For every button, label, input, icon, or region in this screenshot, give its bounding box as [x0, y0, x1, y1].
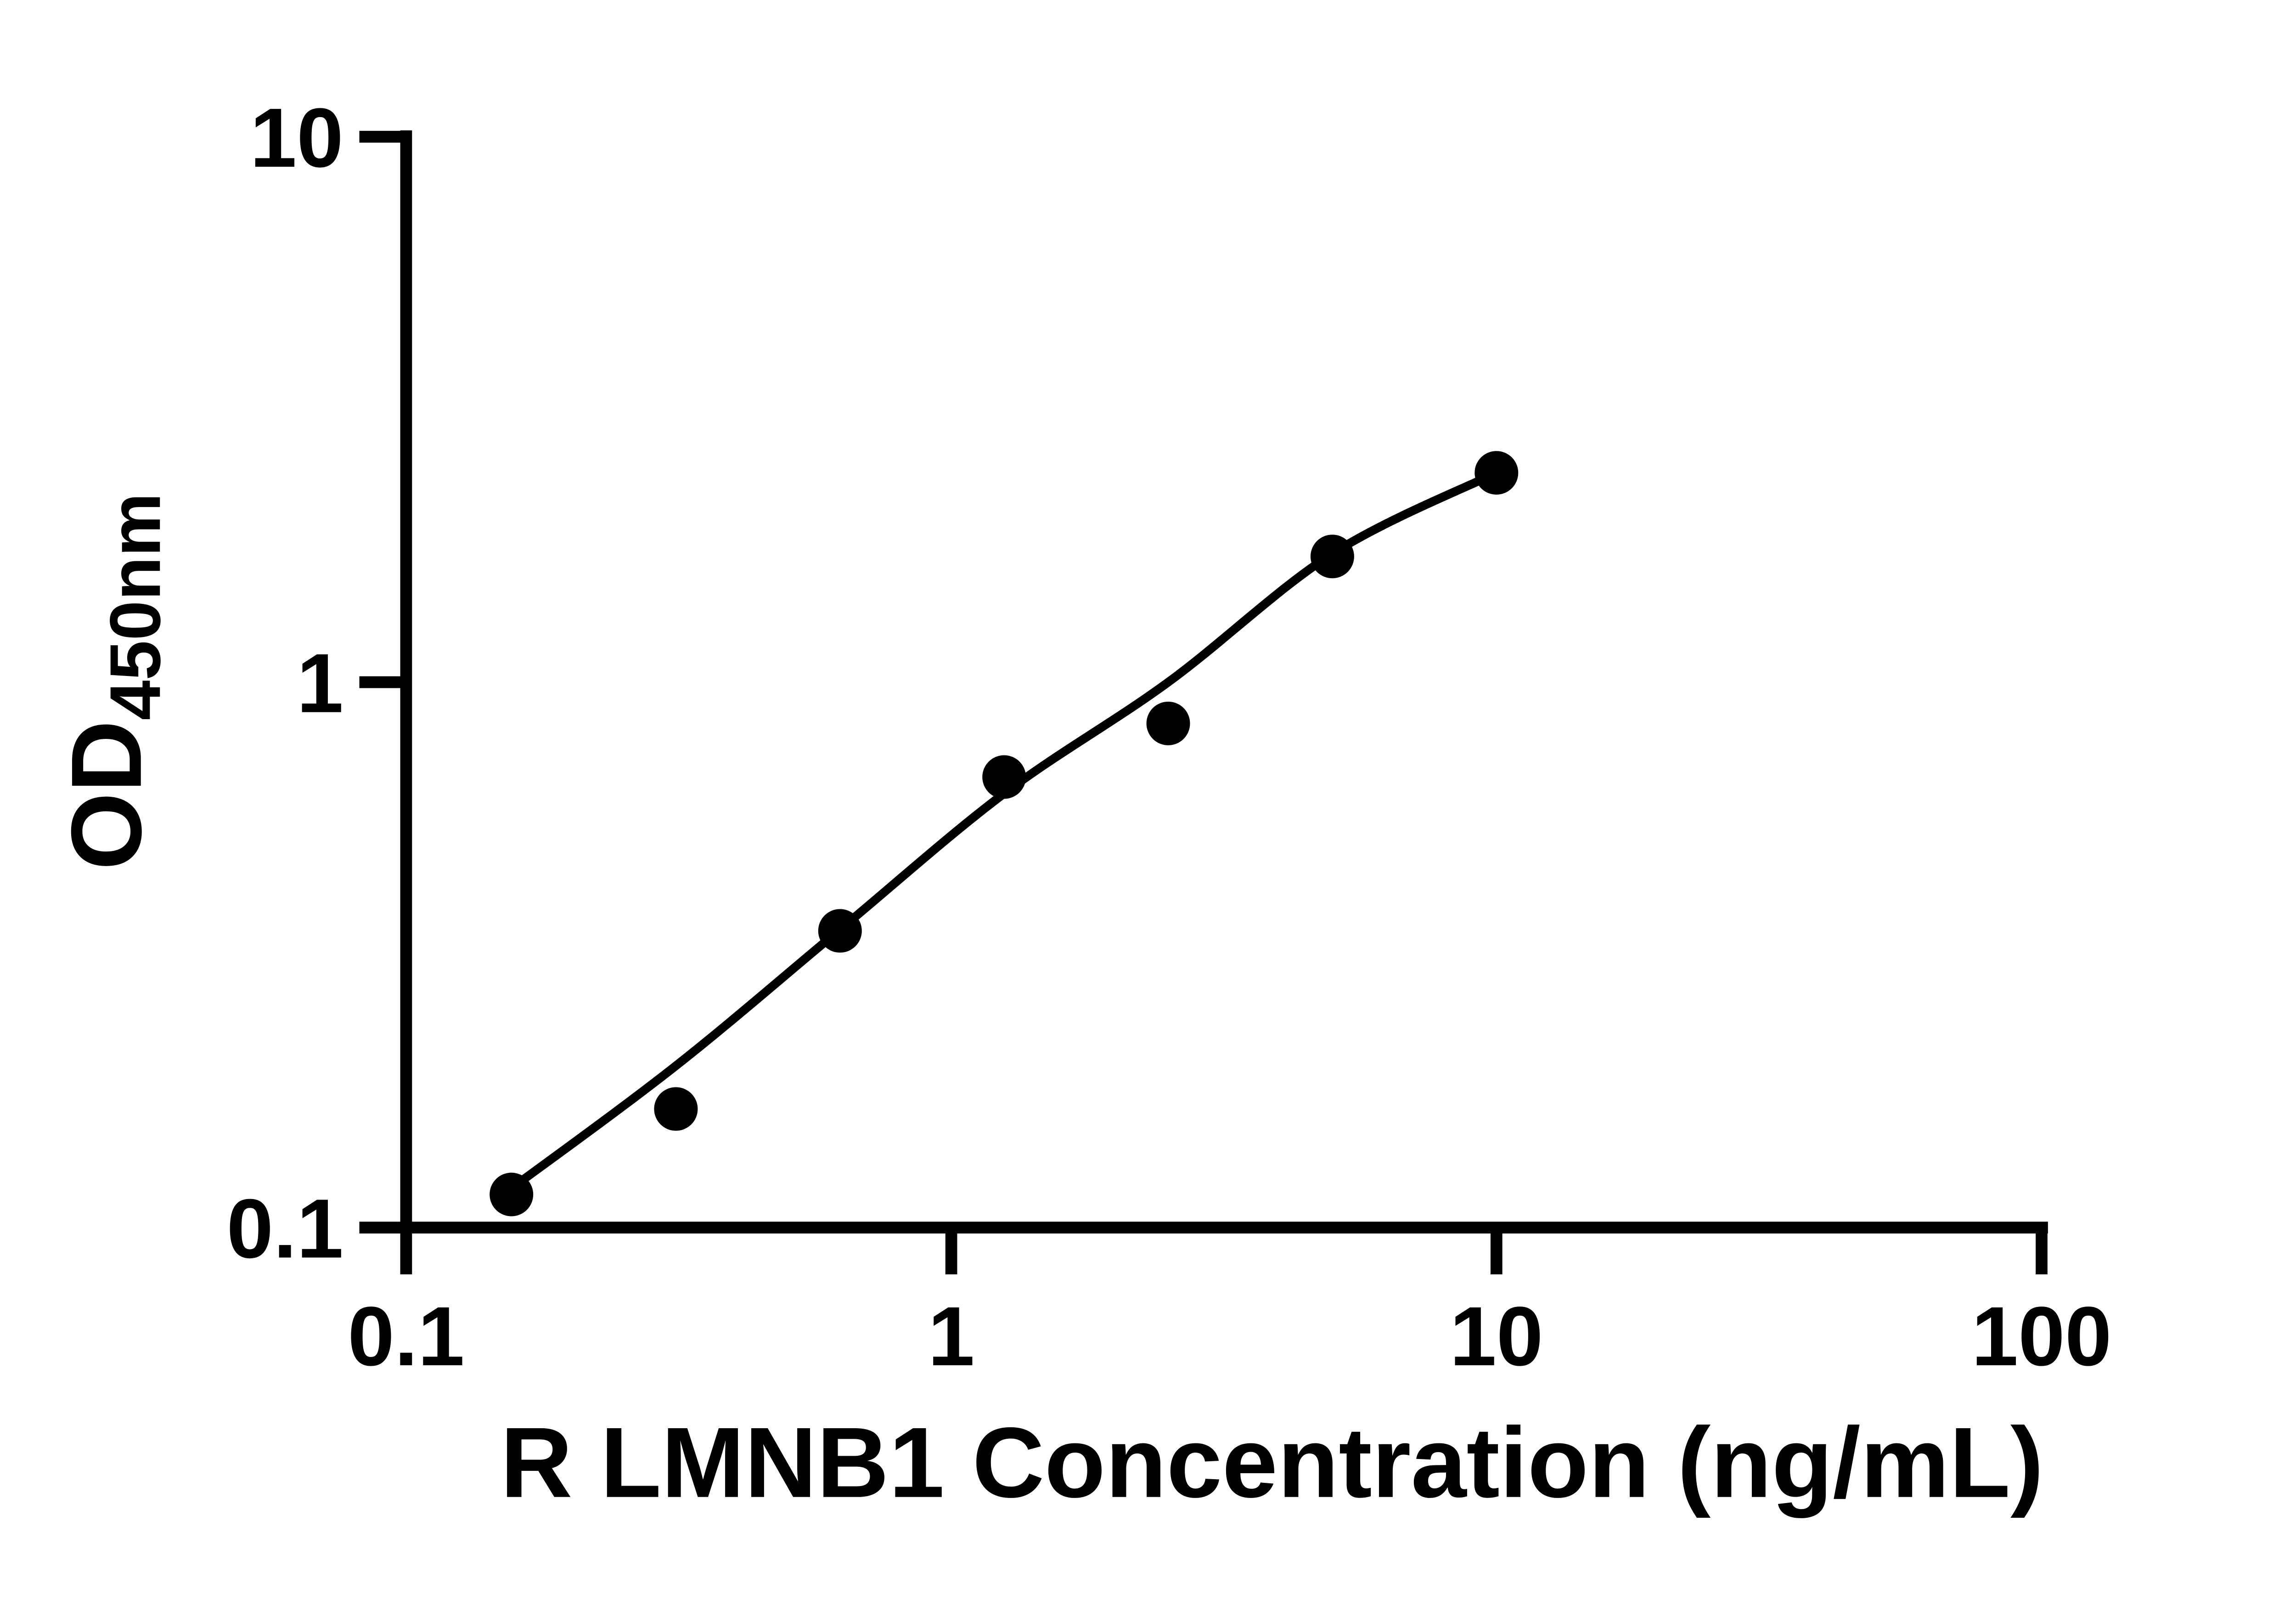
y-axis-title: OD450nm: [51, 493, 176, 870]
data-point: [818, 909, 862, 953]
data-point: [1146, 701, 1190, 745]
y-tick-label: 10: [250, 90, 343, 185]
tick-labels: 0.1 1 10 0.1 1 10 100: [227, 90, 2112, 1383]
y-tick-label: 1: [297, 636, 343, 730]
fit-curve: [507, 468, 1501, 1193]
x-tick-label: 10: [1450, 1289, 1543, 1383]
data-point: [654, 1087, 698, 1131]
x-tick-label: 1: [928, 1289, 975, 1383]
x-axis-title: R LMNB1 Concentration (ng/mL): [501, 1407, 2044, 1519]
data-point: [982, 755, 1026, 799]
axis-ticks: [359, 130, 2048, 1275]
axes: [400, 130, 2048, 1233]
data-points-group: [490, 451, 1519, 1216]
y-title-subscript: 450nm: [95, 493, 175, 720]
x-tick-label: 0.1: [348, 1289, 464, 1383]
data-point: [1310, 535, 1354, 579]
data-point: [490, 1172, 534, 1216]
y-title-main: OD: [51, 720, 163, 870]
y-tick-label: 0.1: [227, 1181, 343, 1275]
fit-curve-group: [507, 468, 1501, 1193]
x-tick-label: 100: [1971, 1289, 2111, 1383]
data-point: [1474, 451, 1519, 495]
